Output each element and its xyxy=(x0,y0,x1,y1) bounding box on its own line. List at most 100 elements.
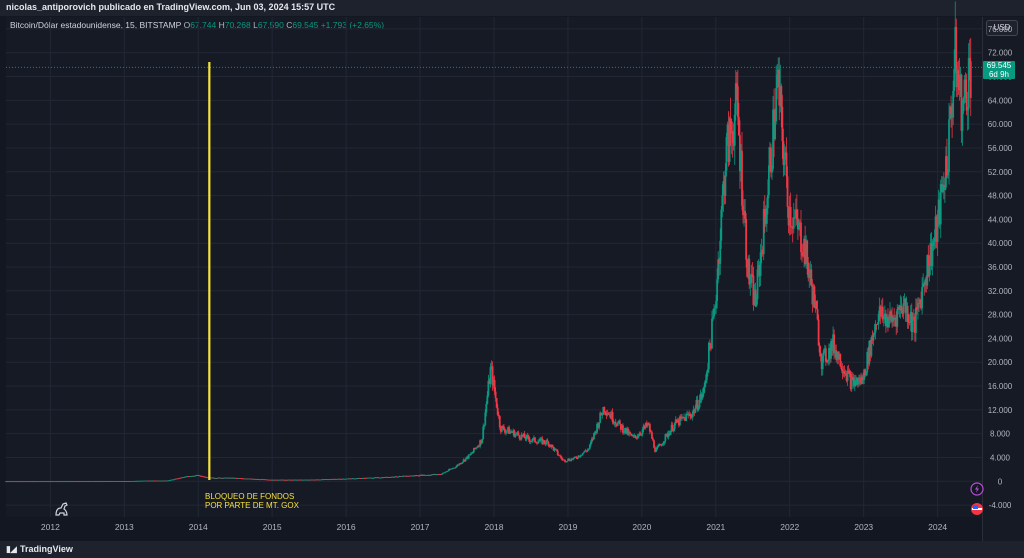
candle-body xyxy=(39,481,42,483)
candle-body xyxy=(251,478,254,480)
candle-body xyxy=(941,184,944,192)
candle-body xyxy=(457,464,460,466)
candle-body xyxy=(658,444,661,447)
candle-body xyxy=(122,481,124,482)
candle-body xyxy=(73,481,76,483)
price-axis[interactable] xyxy=(982,17,1024,541)
candle-body xyxy=(464,458,467,462)
candle-series xyxy=(5,1,982,483)
candle-body xyxy=(931,246,934,267)
candle-body xyxy=(102,481,105,483)
candle-body xyxy=(739,135,741,172)
candle-body xyxy=(348,478,351,480)
candle-body xyxy=(64,481,66,483)
candle-body xyxy=(62,481,64,483)
candle-body xyxy=(66,481,68,483)
candle-body xyxy=(913,316,916,333)
candle-body xyxy=(24,481,27,483)
candle-body xyxy=(654,447,656,452)
candle-body xyxy=(793,216,796,218)
candle-body xyxy=(214,477,217,479)
candle-body xyxy=(185,476,188,478)
candle-body xyxy=(734,83,737,115)
candle-body xyxy=(479,440,481,447)
candle-body xyxy=(840,366,843,369)
candle-body xyxy=(69,481,72,483)
candle-body xyxy=(613,422,616,424)
candle-body xyxy=(813,286,816,309)
candle-body xyxy=(80,481,83,483)
candle-body xyxy=(744,210,746,219)
candle-body xyxy=(71,481,74,483)
candle-body xyxy=(154,480,156,482)
candle-body xyxy=(875,324,878,326)
candle-body xyxy=(746,259,749,277)
candle-body xyxy=(235,478,238,479)
candle-body xyxy=(410,475,413,477)
candle-body xyxy=(284,479,287,481)
candle-body xyxy=(461,462,464,464)
candle-body xyxy=(51,481,54,483)
x-tick-label: 2022 xyxy=(780,522,799,532)
candle-body xyxy=(817,319,820,346)
candle-body xyxy=(418,475,420,477)
candle-body xyxy=(736,86,739,117)
lightning-icon[interactable] xyxy=(970,482,984,496)
candle-body xyxy=(514,433,517,437)
brand-name: TradingView xyxy=(20,544,73,554)
candle-body xyxy=(624,427,626,433)
candle-body xyxy=(923,283,926,286)
candle-body xyxy=(953,68,956,91)
candle-body xyxy=(253,478,256,480)
high-value: 70.268 xyxy=(224,20,251,30)
candle-body xyxy=(179,477,181,479)
candle-body xyxy=(344,478,347,480)
candle-body xyxy=(521,434,524,437)
candle-body xyxy=(902,303,905,314)
candle-body xyxy=(377,477,380,479)
candle-body xyxy=(653,440,655,448)
y-tick-label: 24.000 xyxy=(988,334,1013,343)
candle-body xyxy=(399,476,402,477)
candle-body xyxy=(755,299,758,306)
candle-body xyxy=(248,478,251,480)
candle-body xyxy=(884,313,887,327)
candle-body xyxy=(802,255,804,257)
candle-body xyxy=(231,477,234,479)
candle-body xyxy=(778,69,781,106)
candle-body xyxy=(792,217,795,229)
candle-body xyxy=(801,252,803,256)
candle-body xyxy=(723,181,726,196)
candle-body xyxy=(135,480,138,482)
candle-body xyxy=(685,414,687,421)
x-tick-label: 2020 xyxy=(632,522,651,532)
candle-body xyxy=(935,216,938,242)
candle-body xyxy=(200,475,203,477)
candle-body xyxy=(965,92,968,111)
candle-body xyxy=(796,219,799,230)
candle-body xyxy=(151,480,153,482)
candle-body xyxy=(324,479,327,480)
candle-body xyxy=(157,480,160,482)
candle-body xyxy=(557,454,560,456)
candle-body xyxy=(218,477,221,479)
us-flag-icon[interactable] xyxy=(970,502,984,516)
candle-body xyxy=(483,424,486,427)
candle-body xyxy=(560,457,563,460)
candle-body xyxy=(795,209,798,220)
currency-button[interactable]: USD xyxy=(986,20,1018,36)
candle-body xyxy=(827,359,829,362)
candle-body xyxy=(652,438,654,441)
candle-body xyxy=(294,479,297,481)
candle-body xyxy=(42,481,45,483)
candle-body xyxy=(100,481,103,483)
candle-body xyxy=(269,479,271,481)
candle-body xyxy=(570,458,573,461)
candle-body xyxy=(243,478,245,480)
candle-body xyxy=(547,441,550,446)
candle-body xyxy=(17,481,20,483)
candle-body xyxy=(803,238,806,256)
candle-body xyxy=(872,334,875,341)
tradingview-logo[interactable]: ▮◢ TradingView xyxy=(6,544,73,555)
